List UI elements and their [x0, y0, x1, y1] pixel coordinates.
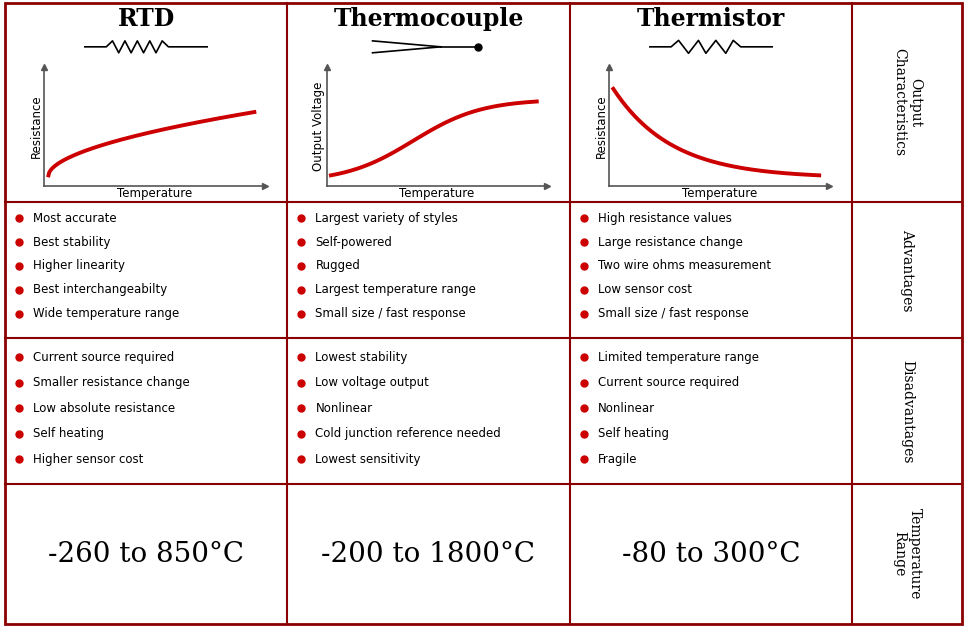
Text: -80 to 300°C: -80 to 300°C [622, 540, 800, 567]
Text: Low voltage output: Low voltage output [315, 376, 429, 389]
Text: Largest temperature range: Largest temperature range [315, 283, 477, 297]
Text: Higher linearity: Higher linearity [33, 260, 125, 273]
Text: -200 to 1800°C: -200 to 1800°C [321, 540, 536, 567]
Text: High resistance values: High resistance values [598, 212, 732, 224]
Text: Cold junction reference needed: Cold junction reference needed [315, 428, 501, 440]
Text: Output
Characteristics: Output Characteristics [892, 48, 923, 157]
Text: Self heating: Self heating [33, 428, 104, 440]
Text: Current source required: Current source required [598, 376, 739, 389]
X-axis label: Temperature: Temperature [682, 187, 757, 200]
Text: Lowest sensitivity: Lowest sensitivity [315, 453, 421, 466]
Text: Temperature
Range: Temperature Range [892, 508, 923, 599]
Text: Most accurate: Most accurate [33, 212, 117, 224]
Y-axis label: Resistance: Resistance [595, 95, 608, 158]
Y-axis label: Output Voltage: Output Voltage [312, 82, 326, 171]
Text: Best stability: Best stability [33, 236, 110, 248]
Text: Advantages: Advantages [900, 229, 914, 311]
Text: Self-powered: Self-powered [315, 236, 393, 248]
Text: Fragile: Fragile [598, 453, 637, 466]
X-axis label: Temperature: Temperature [117, 187, 192, 200]
Text: Disadvantages: Disadvantages [900, 359, 914, 463]
Text: Small size / fast response: Small size / fast response [315, 307, 466, 320]
Text: Smaller resistance change: Smaller resistance change [33, 376, 190, 389]
Text: RTD: RTD [117, 7, 175, 31]
Text: Thermistor: Thermistor [636, 7, 785, 31]
Text: Rugged: Rugged [315, 260, 361, 273]
Text: Thermocouple: Thermocouple [334, 7, 524, 31]
Text: Wide temperature range: Wide temperature range [33, 307, 179, 320]
Text: Large resistance change: Large resistance change [598, 236, 743, 248]
Text: Nonlinear: Nonlinear [598, 402, 655, 415]
Text: Low sensor cost: Low sensor cost [598, 283, 692, 297]
Text: Best interchangeabilty: Best interchangeabilty [33, 283, 167, 297]
Text: Current source required: Current source required [33, 350, 174, 364]
Text: Low absolute resistance: Low absolute resistance [33, 402, 175, 415]
Text: Higher sensor cost: Higher sensor cost [33, 453, 143, 466]
Text: Lowest stability: Lowest stability [315, 350, 408, 364]
Text: -260 to 850°C: -260 to 850°C [48, 540, 244, 567]
X-axis label: Temperature: Temperature [399, 187, 475, 200]
Text: Small size / fast response: Small size / fast response [598, 307, 748, 320]
Text: Largest variety of styles: Largest variety of styles [315, 212, 458, 224]
Text: Limited temperature range: Limited temperature range [598, 350, 759, 364]
Text: Nonlinear: Nonlinear [315, 402, 372, 415]
Y-axis label: Resistance: Resistance [30, 95, 43, 158]
Text: Self heating: Self heating [598, 428, 669, 440]
Text: Two wire ohms measurement: Two wire ohms measurement [598, 260, 771, 273]
